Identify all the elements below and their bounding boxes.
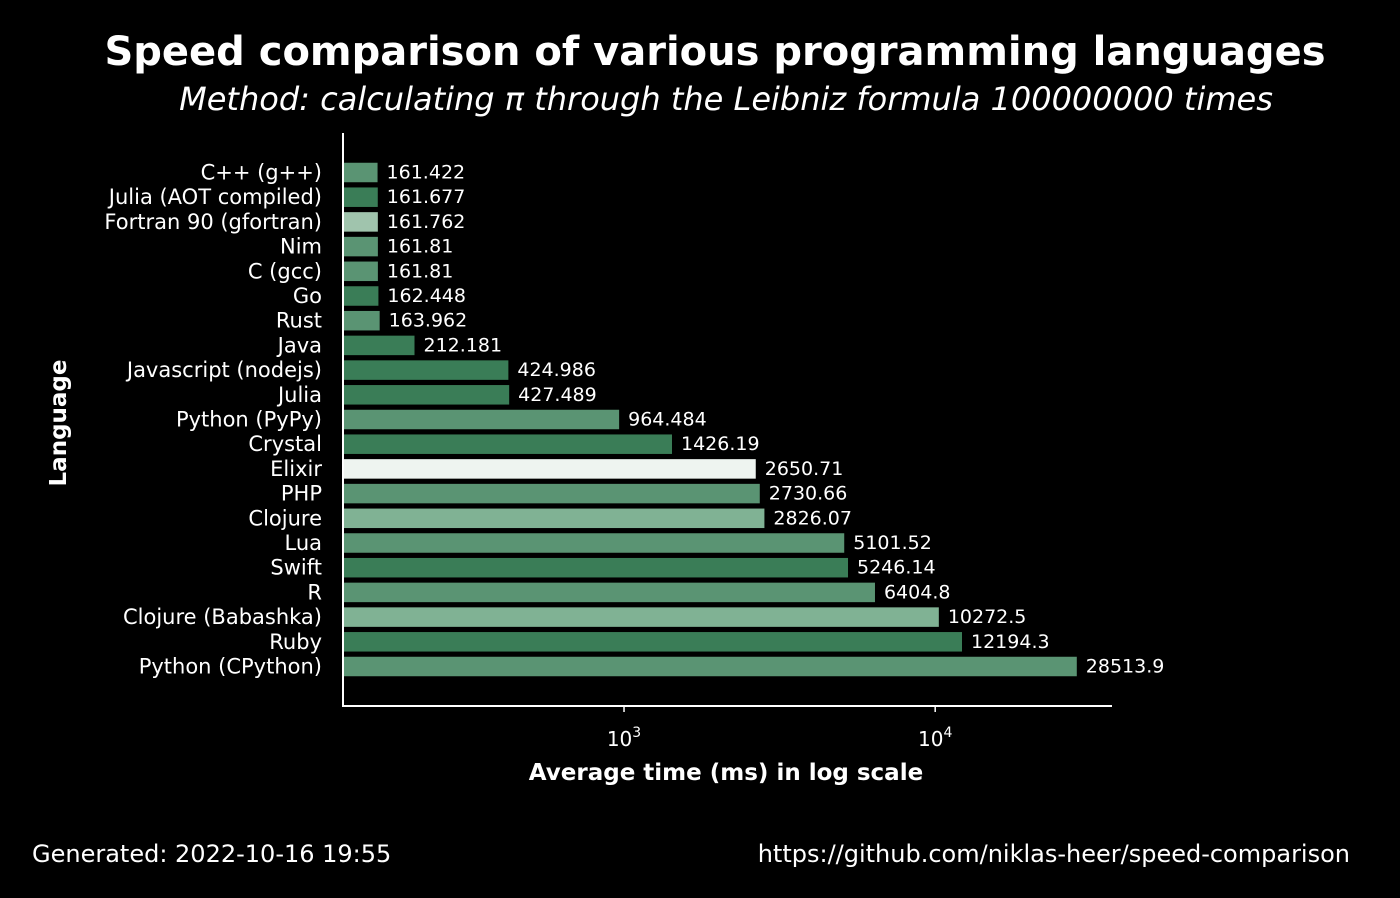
value-label: 427.489 <box>518 384 597 406</box>
y-axis-title: Language <box>46 360 72 487</box>
category-label: Java <box>276 333 322 357</box>
category-label: Elixir <box>270 457 322 481</box>
value-label: 2826.07 <box>773 507 852 529</box>
category-label: R <box>307 580 322 604</box>
category-label: Lua <box>284 531 322 555</box>
category-label: Python (PyPy) <box>176 408 322 432</box>
bar <box>344 212 378 232</box>
bar <box>344 360 509 380</box>
bar <box>344 508 765 529</box>
value-label: 2650.71 <box>765 458 844 480</box>
category-label: Julia <box>276 383 322 407</box>
value-label: 161.422 <box>387 162 466 184</box>
category-labels: C++ (g++)Julia (AOT compiled)Fortran 90 … <box>104 161 322 679</box>
x-axis-ticks: 103 104 <box>607 706 952 751</box>
x-tick-label: 103 <box>607 725 641 751</box>
bar <box>344 607 939 627</box>
bar <box>344 533 845 553</box>
bar <box>344 409 620 430</box>
value-label: 10272.5 <box>948 606 1027 628</box>
category-label: C (gcc) <box>248 259 322 283</box>
bar <box>344 483 760 504</box>
bar <box>344 335 415 356</box>
bar <box>344 434 672 454</box>
category-label: C++ (g++) <box>201 161 322 185</box>
bar <box>344 236 378 257</box>
value-label: 163.962 <box>389 310 468 332</box>
value-label: 964.484 <box>628 409 707 431</box>
bar <box>344 656 1077 677</box>
category-label: Go <box>293 284 322 308</box>
bar <box>344 632 963 652</box>
value-label: 161.762 <box>387 211 466 233</box>
bar <box>344 286 379 306</box>
category-label: Clojure <box>248 506 322 530</box>
value-label: 28513.9 <box>1086 656 1165 678</box>
bar <box>344 187 378 207</box>
value-label: 161.677 <box>387 186 466 208</box>
category-label: Ruby <box>269 630 322 654</box>
chart-subtitle: Method: calculating π through the Leibni… <box>179 80 1273 118</box>
category-label: Swift <box>270 556 322 580</box>
bar <box>344 385 510 405</box>
category-label: Clojure (Babashka) <box>123 605 322 629</box>
category-label: PHP <box>281 482 322 506</box>
bar <box>344 582 875 603</box>
bar <box>344 261 378 282</box>
value-label: 424.986 <box>517 359 596 381</box>
value-label: 12194.3 <box>971 631 1050 653</box>
category-label: Julia (AOT compiled) <box>107 185 322 209</box>
value-label: 161.81 <box>387 236 453 258</box>
category-label: Rust <box>276 309 322 333</box>
generated-timestamp: Generated: 2022-10-16 19:55 <box>32 840 391 868</box>
category-label: Javascript (nodejs) <box>125 358 322 382</box>
bar <box>344 162 378 183</box>
category-label: Fortran 90 (gfortran) <box>104 210 322 234</box>
value-label: 161.81 <box>387 260 453 282</box>
value-label: 5246.14 <box>857 557 936 579</box>
value-label: 2730.66 <box>769 483 848 505</box>
bar-group <box>344 162 1077 677</box>
chart-title: Speed comparison of various programming … <box>104 29 1325 75</box>
value-label: 5101.52 <box>853 532 932 554</box>
x-axis-title: Average time (ms) in log scale <box>529 760 923 786</box>
category-label: Nim <box>280 235 322 259</box>
value-label: 162.448 <box>387 285 466 307</box>
source-url-link[interactable]: https://github.com/niklas-heer/speed-com… <box>758 840 1350 868</box>
bar <box>344 459 756 479</box>
category-label: Crystal <box>248 432 322 456</box>
value-label: 6404.8 <box>884 581 950 603</box>
bar <box>344 557 849 578</box>
value-label: 1426.19 <box>681 433 760 455</box>
bar <box>344 310 380 331</box>
value-label: 212.181 <box>424 334 503 356</box>
x-tick-label: 104 <box>918 725 952 751</box>
category-label: Python (CPython) <box>139 655 322 679</box>
